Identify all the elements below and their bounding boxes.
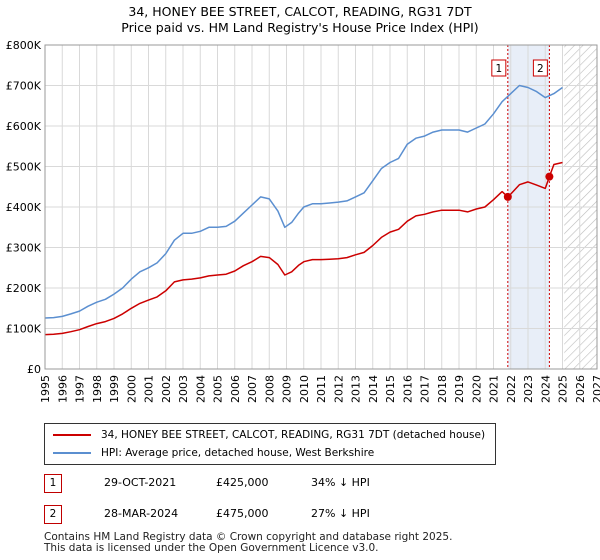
x-tick-label: 2024	[539, 375, 552, 403]
transaction-2-diff: 27% ↓ HPI	[311, 507, 370, 520]
x-tick-label: 2025	[557, 375, 570, 403]
x-tick-label: 2014	[367, 375, 380, 403]
transaction-2-date: 28-MAR-2024	[104, 507, 179, 520]
footer-line-1: Contains HM Land Registry data © Crown c…	[44, 531, 453, 543]
legend-label-hpi: HPI: Average price, detached house, West…	[101, 447, 375, 459]
transaction-2-flag	[532, 59, 548, 77]
footer: Contains HM Land Registry data © Crown c…	[44, 532, 452, 554]
y-tick-label: £200K	[6, 282, 42, 295]
x-tick-label: 2020	[470, 375, 483, 403]
y-tick-label: £800K	[6, 39, 42, 52]
y-tick-label: £100K	[6, 323, 42, 336]
x-tick-label: 2002	[160, 375, 173, 403]
x-tick-label: 2022	[505, 375, 518, 403]
x-tick-label: 2010	[298, 375, 311, 403]
y-tick-label: £300K	[6, 242, 42, 255]
transaction-1-date: 29-OCT-2021	[104, 476, 177, 489]
transaction-2-price: £475,000	[216, 507, 269, 520]
x-tick-label: 1998	[91, 375, 104, 403]
x-tick-label: 1999	[108, 375, 121, 403]
transaction-2-flag-label: 2	[537, 63, 544, 75]
x-tick-label: 2021	[488, 375, 501, 403]
x-tick-label: 1997	[74, 375, 87, 403]
transaction-1-price: £425,000	[216, 476, 269, 489]
x-tick-label: 2026	[574, 375, 587, 403]
legend-item-property: 34, HONEY BEE STREET, CALCOT, READING, R…	[53, 429, 485, 441]
y-tick-label: £700K	[6, 80, 42, 93]
property-series-line	[44, 161, 563, 336]
transaction-1-point	[503, 192, 512, 201]
x-tick-label: 2005	[212, 375, 225, 403]
x-tick-label: 2012	[332, 375, 345, 403]
transaction-2-badge: 2	[44, 505, 62, 524]
y-tick-label: £600K	[6, 120, 42, 133]
x-tick-label: 1995	[39, 375, 52, 403]
x-tick-label: 2017	[419, 375, 432, 403]
plot-border	[44, 44, 598, 370]
x-tick-label: 1996	[56, 375, 69, 403]
x-tick-label: 2004	[194, 375, 207, 403]
x-tick-label: 2023	[522, 375, 535, 403]
chart-title: 34, HONEY BEE STREET, CALCOT, READING, R…	[128, 4, 472, 19]
x-tick-label: 2027	[591, 375, 600, 403]
transaction-1-badge: 1	[44, 474, 62, 493]
hpi-series-line	[44, 84, 563, 319]
legend: 34, HONEY BEE STREET, CALCOT, READING, R…	[44, 423, 496, 465]
x-tick-label: 2018	[436, 375, 449, 403]
x-tick-label: 2008	[263, 375, 276, 403]
transaction-1-flag	[491, 59, 507, 77]
x-tick-label: 2019	[453, 375, 466, 403]
transaction-2-point	[545, 172, 554, 181]
y-tick-label: £500K	[6, 161, 42, 174]
footer-line-2: This data is licensed under the Open Gov…	[44, 542, 379, 554]
x-tick-label: 2001	[143, 375, 156, 403]
transaction-1-flag-label: 1	[495, 63, 502, 75]
transaction-1-diff: 34% ↓ HPI	[311, 476, 370, 489]
x-tick-label: 2000	[125, 375, 138, 403]
x-tick-label: 2009	[281, 375, 294, 403]
y-tick-label: £0	[27, 363, 41, 376]
legend-label-property: 34, HONEY BEE STREET, CALCOT, READING, R…	[101, 429, 486, 441]
x-tick-label: 2016	[401, 375, 414, 403]
x-tick-label: 2006	[229, 375, 242, 403]
legend-swatch-blue	[53, 452, 91, 454]
x-tick-label: 2015	[384, 375, 397, 403]
x-tick-label: 2003	[177, 375, 190, 403]
legend-swatch-red	[53, 434, 91, 436]
x-tick-label: 2011	[315, 375, 328, 403]
chart-subtitle: Price paid vs. HM Land Registry's House …	[121, 20, 479, 35]
x-tick-label: 2013	[350, 375, 363, 403]
chart-plot: £0 £100K £200K £300K £400K £500K £600K £700K £80…	[6, 39, 600, 403]
x-tick-label: 2007	[246, 375, 259, 403]
y-tick-label: £400K	[6, 201, 42, 214]
legend-item-hpi: HPI: Average price, detached house, West…	[53, 447, 374, 459]
